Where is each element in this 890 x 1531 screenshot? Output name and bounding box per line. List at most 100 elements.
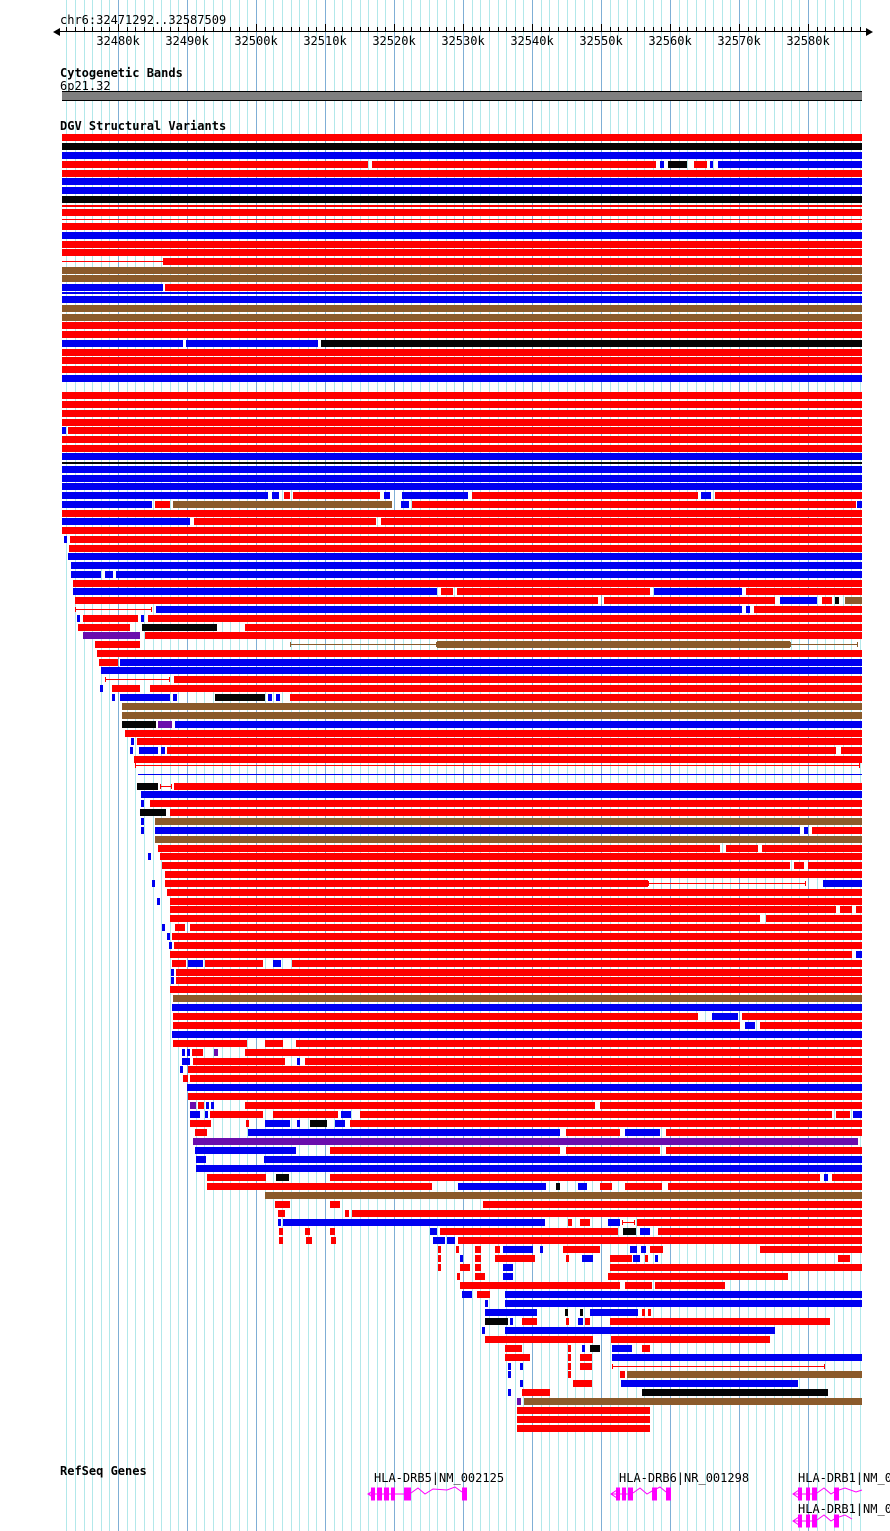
- variant-segment[interactable]: [62, 483, 862, 490]
- variant-segment[interactable]: [568, 1345, 571, 1352]
- variant-segment[interactable]: [130, 747, 133, 754]
- variant-segment[interactable]: [475, 1246, 481, 1253]
- gene-label[interactable]: HLA-DRB6|NR_001298: [619, 1471, 750, 1485]
- variant-segment[interactable]: [841, 747, 862, 754]
- variant-segment[interactable]: [438, 1264, 441, 1271]
- variant-segment[interactable]: [275, 1201, 290, 1208]
- variant-segment[interactable]: [508, 1363, 511, 1370]
- variant-segment[interactable]: [610, 1318, 830, 1325]
- variant-segment[interactable]: [205, 1111, 208, 1118]
- variant-segment[interactable]: [381, 518, 862, 525]
- variant-segment[interactable]: [457, 1273, 460, 1280]
- variant-segment[interactable]: [794, 862, 804, 869]
- variant-segment[interactable]: [642, 1389, 828, 1396]
- variant-segment[interactable]: [170, 951, 852, 958]
- variant-segment[interactable]: [105, 571, 113, 578]
- variant-segment[interactable]: [517, 1416, 650, 1423]
- variant-segment[interactable]: [642, 1309, 645, 1316]
- variant-segment[interactable]: [97, 650, 862, 657]
- variant-segment[interactable]: [352, 1210, 862, 1217]
- variant-segment[interactable]: [648, 1309, 651, 1316]
- variant-segment[interactable]: [475, 1273, 485, 1280]
- variant-segment[interactable]: [590, 1309, 638, 1316]
- variant-segment[interactable]: [668, 1183, 862, 1190]
- variant-segment[interactable]: [600, 1183, 612, 1190]
- variant-segment[interactable]: [556, 1183, 560, 1190]
- variant-segment[interactable]: [637, 1219, 862, 1226]
- variant-segment[interactable]: [666, 1129, 862, 1136]
- variant-segment[interactable]: [566, 1255, 569, 1262]
- variant-segment[interactable]: [188, 1093, 862, 1100]
- variant-segment[interactable]: [62, 161, 368, 168]
- variant-segment[interactable]: [167, 747, 836, 754]
- variant-segment[interactable]: [273, 1111, 338, 1118]
- variant-segment[interactable]: [822, 597, 832, 604]
- variant-segment[interactable]: [580, 1309, 583, 1316]
- variant-segment[interactable]: [170, 986, 862, 993]
- variant-segment[interactable]: [62, 232, 862, 239]
- gene-glyph[interactable]: [816, 1487, 863, 1495]
- variant-segment[interactable]: [485, 1309, 537, 1316]
- variant-segment[interactable]: [62, 436, 862, 443]
- variant-segment[interactable]: [215, 694, 265, 701]
- variant-segment[interactable]: [604, 597, 775, 604]
- variant-segment[interactable]: [73, 580, 862, 587]
- variant-segment[interactable]: [145, 632, 862, 639]
- variant-segment[interactable]: [290, 694, 862, 701]
- variant-segment[interactable]: [278, 1219, 281, 1226]
- variant-segment[interactable]: [475, 1255, 481, 1262]
- variant-segment[interactable]: [621, 1380, 798, 1387]
- variant-segment[interactable]: [823, 880, 862, 887]
- variant-segment[interactable]: [245, 1049, 862, 1056]
- variant-segment[interactable]: [276, 1174, 289, 1181]
- variant-segment[interactable]: [835, 597, 839, 604]
- variant-segment[interactable]: [812, 827, 862, 834]
- variant-bracket-cap[interactable]: [648, 881, 649, 886]
- variant-segment[interactable]: [505, 1300, 862, 1307]
- variant-segment[interactable]: [172, 960, 186, 967]
- variant-segment[interactable]: [620, 1371, 625, 1378]
- variant-segment[interactable]: [745, 1022, 755, 1029]
- variant-segment[interactable]: [460, 1282, 620, 1289]
- variant-segment[interactable]: [655, 1255, 658, 1262]
- variant-segment[interactable]: [62, 518, 190, 525]
- variant-segment[interactable]: [95, 641, 140, 648]
- variant-segment[interactable]: [101, 667, 862, 674]
- variant-segment[interactable]: [641, 1246, 646, 1253]
- variant-segment[interactable]: [62, 178, 862, 185]
- variant-segment[interactable]: [293, 492, 380, 499]
- variant-segment[interactable]: [666, 1147, 862, 1154]
- variant-segment[interactable]: [625, 1183, 662, 1190]
- variant-segment[interactable]: [600, 1102, 862, 1109]
- variant-segment[interactable]: [540, 1246, 543, 1253]
- variant-segment[interactable]: [190, 1075, 862, 1082]
- variant-bracket-cap[interactable]: [105, 677, 106, 682]
- variant-segment[interactable]: [517, 1407, 650, 1414]
- variant-segment[interactable]: [522, 1389, 550, 1396]
- gene-label[interactable]: HLA-DRB5|NM_002125: [374, 1471, 505, 1485]
- variant-segment[interactable]: [330, 1228, 335, 1235]
- variant-segment[interactable]: [460, 1264, 470, 1271]
- variant-segment[interactable]: [642, 1345, 650, 1352]
- variant-segment[interactable]: [62, 501, 152, 508]
- variant-segment[interactable]: [158, 845, 720, 852]
- variant-segment[interactable]: [62, 453, 862, 460]
- variant-segment[interactable]: [196, 1165, 862, 1172]
- variant-bracket-cap[interactable]: [622, 1220, 623, 1225]
- variant-segment[interactable]: [610, 1255, 632, 1262]
- variant-segment[interactable]: [648, 883, 806, 884]
- variant-segment[interactable]: [176, 977, 862, 984]
- variant-segment[interactable]: [780, 597, 817, 604]
- variant-segment[interactable]: [75, 597, 598, 604]
- variant-segment[interactable]: [623, 1228, 636, 1235]
- variant-segment[interactable]: [173, 694, 177, 701]
- variant-bracket-cap[interactable]: [171, 784, 172, 789]
- variant-bracket-cap[interactable]: [290, 642, 291, 647]
- variant-segment[interactable]: [62, 401, 862, 408]
- variant-segment[interactable]: [485, 1336, 593, 1343]
- variant-segment[interactable]: [402, 492, 468, 499]
- variant-segment[interactable]: [430, 1228, 437, 1235]
- variant-bracket-cap[interactable]: [75, 607, 76, 612]
- variant-segment[interactable]: [297, 1058, 300, 1065]
- variant-segment[interactable]: [715, 492, 862, 499]
